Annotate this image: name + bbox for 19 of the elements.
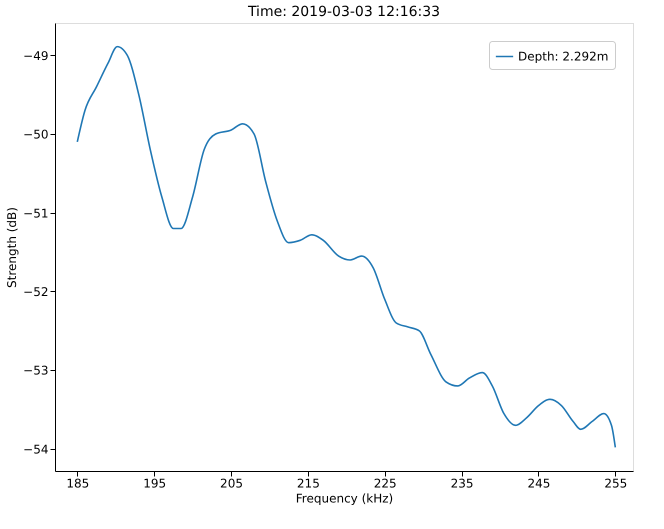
x-tick-label: 195 (143, 476, 166, 490)
y-tick-label: −54 (23, 442, 48, 456)
x-tick-label: 215 (296, 476, 320, 490)
x-tick-label: 235 (450, 476, 474, 490)
y-tick-label: −50 (23, 128, 48, 142)
x-tick-label: 185 (66, 476, 90, 490)
x-tick-label: 225 (374, 476, 397, 490)
line-series (76, 46, 616, 448)
x-tick-label: 255 (604, 476, 628, 490)
y-tick-label: −49 (23, 48, 48, 63)
y-tick-label: −52 (23, 284, 48, 299)
y-axis-title: Strength (dB) (5, 207, 20, 288)
x-tick-label: 205 (220, 476, 243, 490)
legend-label: Depth: 2.292m (518, 50, 608, 64)
y-tick-label: −51 (23, 206, 48, 220)
chart-title: Time: 2019-03-03 12:16:33 (246, 4, 440, 20)
x-tick-label: 245 (528, 476, 550, 490)
x-axis-title: Frequency (kHz) (296, 492, 394, 506)
y-tick-label: −53 (23, 364, 48, 378)
